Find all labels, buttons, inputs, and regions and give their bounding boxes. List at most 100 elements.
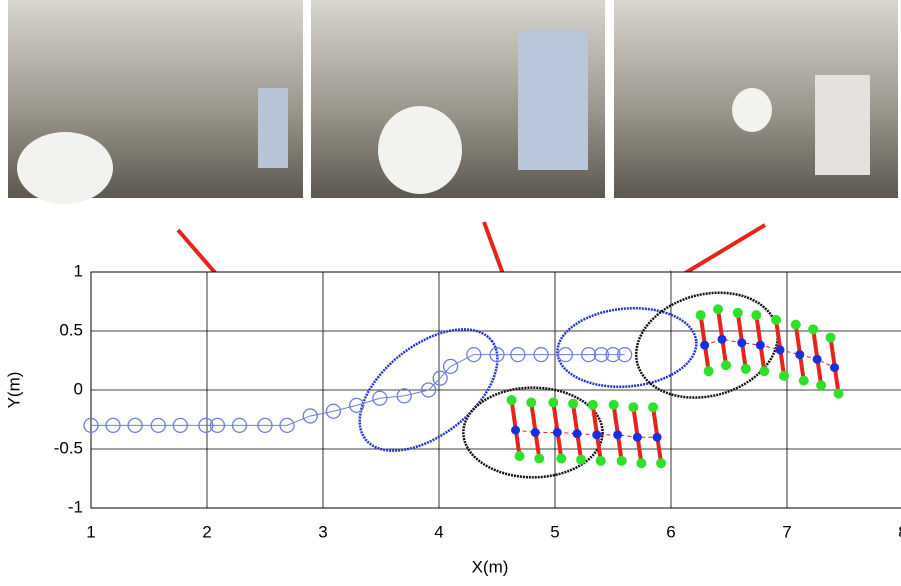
y-tick-label: 0.5 xyxy=(59,320,83,339)
person-point xyxy=(552,427,562,437)
person-point xyxy=(775,345,785,355)
leg-point xyxy=(548,397,559,408)
y-tick-label: -1 xyxy=(68,497,83,516)
robot-point xyxy=(396,388,412,404)
robot-point xyxy=(510,346,526,363)
x-axis-label: X(m) xyxy=(472,557,509,576)
photos xyxy=(8,0,898,204)
robot-point xyxy=(348,397,365,413)
robot-point xyxy=(209,417,226,434)
robot-photo xyxy=(378,106,462,194)
leg-point xyxy=(808,324,819,335)
x-tick-label: 1 xyxy=(86,522,95,541)
leg-point xyxy=(534,453,545,464)
leg-point xyxy=(771,314,782,325)
robot-point xyxy=(279,417,295,434)
robot-point xyxy=(302,408,318,424)
robot-point xyxy=(372,390,388,406)
leg-point xyxy=(506,395,517,406)
person-point xyxy=(652,432,662,442)
robot-point xyxy=(489,346,505,363)
person-point xyxy=(572,429,582,439)
leg-point xyxy=(576,454,587,465)
robot-point xyxy=(257,417,273,434)
leg-point xyxy=(587,399,598,410)
leg-point xyxy=(790,319,801,330)
uncertainty-ellipse xyxy=(358,328,499,452)
x-tick-label: 7 xyxy=(782,522,791,541)
uncertainty-ellipse xyxy=(462,386,604,479)
person-point xyxy=(613,430,623,440)
person-point xyxy=(830,363,840,373)
robot-point xyxy=(198,417,214,434)
leg-point xyxy=(703,366,714,377)
person-point xyxy=(530,427,540,437)
leg-point xyxy=(798,375,809,386)
robot-point xyxy=(83,417,99,434)
leg-point xyxy=(779,370,790,381)
robot-point xyxy=(150,417,166,434)
person-point xyxy=(592,430,602,440)
robot-point xyxy=(616,346,633,363)
x-tick-label: 6 xyxy=(666,522,675,541)
robot-point xyxy=(557,346,574,363)
leg-point xyxy=(721,360,732,371)
robot-point xyxy=(580,346,597,363)
leg-point xyxy=(695,310,706,321)
leg-point xyxy=(628,402,639,413)
leg-point xyxy=(568,398,579,409)
person-point xyxy=(737,338,747,348)
x-tick-label: 5 xyxy=(550,522,559,541)
series-line xyxy=(91,354,625,426)
x-tick-label: 4 xyxy=(434,522,443,541)
robot-photo xyxy=(17,132,113,204)
leg-point xyxy=(636,458,647,469)
person-point xyxy=(632,432,642,442)
x-tick-label: 8 xyxy=(898,522,901,541)
person-point xyxy=(511,425,521,435)
y-tick-label: 1 xyxy=(74,261,83,280)
person-point xyxy=(700,340,710,350)
person-photo xyxy=(518,30,588,170)
leg-point xyxy=(514,451,525,462)
person-photo xyxy=(258,88,288,168)
leg-point xyxy=(713,304,724,315)
leg-point xyxy=(740,363,751,374)
y-tick-label: -0.5 xyxy=(54,438,83,457)
robot-point xyxy=(442,358,459,375)
leg-point xyxy=(608,399,619,410)
x-tick-label: 2 xyxy=(202,522,211,541)
robot-point xyxy=(127,417,143,434)
y-tick-label: 0 xyxy=(74,379,83,398)
leg-point xyxy=(648,402,659,413)
leg-point xyxy=(556,453,567,464)
leg-point xyxy=(656,458,667,469)
robot-point xyxy=(420,382,437,398)
robot-point xyxy=(325,403,342,419)
robot-point xyxy=(105,417,121,434)
robot-point xyxy=(593,346,610,363)
robot-photo xyxy=(732,88,772,132)
robot-point xyxy=(466,346,482,363)
person-point xyxy=(812,354,822,364)
y-axis-label: Y(m) xyxy=(4,372,23,409)
uncertainty-ellipse xyxy=(556,307,698,389)
leg-point xyxy=(616,455,627,466)
robot-point xyxy=(231,417,248,434)
leg-point xyxy=(732,307,743,318)
leg-point xyxy=(833,388,844,399)
leg-point xyxy=(759,366,770,377)
robot-point xyxy=(605,346,621,363)
person-photo xyxy=(815,75,870,175)
robot-point xyxy=(172,417,188,434)
robot-point xyxy=(533,346,549,363)
person-point xyxy=(795,350,805,360)
leg-point xyxy=(825,332,836,343)
leg-point xyxy=(751,310,762,321)
robot-point xyxy=(432,370,448,386)
person-point xyxy=(755,340,765,350)
person-point xyxy=(717,334,727,344)
plot-area: 1 2 3 4 5 6 7 8 -1 -0.5 0 0.5 1 xyxy=(54,261,901,541)
leg-point xyxy=(595,455,606,466)
